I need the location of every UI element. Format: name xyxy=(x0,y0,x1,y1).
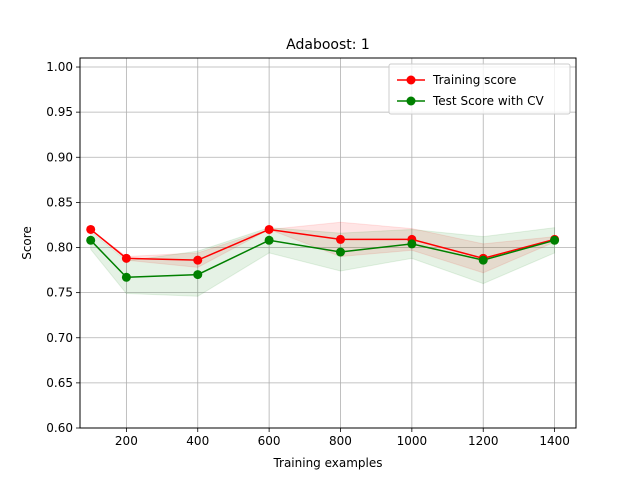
test-score-point xyxy=(193,270,203,280)
y-axis-label: Score xyxy=(20,226,34,260)
x-tick-label: 600 xyxy=(258,434,281,448)
y-tick-label: 0.75 xyxy=(46,286,73,300)
legend: Training score Test Score with CV xyxy=(388,63,571,115)
test-score-point xyxy=(478,255,488,265)
legend-test-marker xyxy=(406,96,416,106)
x-tick-label: 400 xyxy=(186,434,209,448)
training-score-point xyxy=(86,224,96,234)
series-points xyxy=(86,224,560,282)
y-tick-label: 0.95 xyxy=(46,105,73,119)
y-tick-label: 0.70 xyxy=(46,331,73,345)
y-tick-label: 0.65 xyxy=(46,376,73,390)
y-axis-ticks: 0.60 0.65 0.70 0.75 0.80 0.85 0.90 0.95 1.00 xyxy=(46,60,80,435)
x-tick-label: 1400 xyxy=(539,434,570,448)
y-tick-label: 0.80 xyxy=(46,241,73,255)
training-score-point xyxy=(335,234,345,244)
plot-area-frame xyxy=(79,57,577,429)
y-tick-label: 0.60 xyxy=(46,421,73,435)
legend-box xyxy=(388,63,571,115)
y-tick-label: 0.90 xyxy=(46,150,73,164)
test-score-point xyxy=(86,235,96,245)
test-score-point xyxy=(264,235,274,245)
x-axis-label: Training examples xyxy=(272,456,382,470)
test-score-band xyxy=(90,227,556,297)
x-tick-label: 800 xyxy=(329,434,352,448)
x-axis-ticks: 200 400 600 800 1000 1200 1400 xyxy=(115,428,570,448)
training-score-line xyxy=(90,228,555,261)
x-tick-label: 1200 xyxy=(468,434,499,448)
y-tick-label: 1.00 xyxy=(46,60,73,74)
x-tick-label: 200 xyxy=(115,434,138,448)
legend-test-label: Test Score with CV xyxy=(432,94,545,108)
legend-training-label: Training score xyxy=(432,73,516,87)
series-lines xyxy=(90,228,555,279)
test-score-point xyxy=(121,272,131,282)
test-score-point xyxy=(407,239,417,249)
training-score-point xyxy=(193,255,203,265)
chart-title: Adaboost: 1 xyxy=(286,37,370,53)
test-score-point xyxy=(550,235,560,245)
x-tick-label: 1000 xyxy=(397,434,428,448)
training-score-point xyxy=(121,253,131,263)
training-score-point xyxy=(264,224,274,234)
test-score-line xyxy=(90,239,555,279)
legend-training-marker xyxy=(406,75,416,85)
y-tick-label: 0.85 xyxy=(46,195,73,209)
test-score-point xyxy=(335,247,345,257)
